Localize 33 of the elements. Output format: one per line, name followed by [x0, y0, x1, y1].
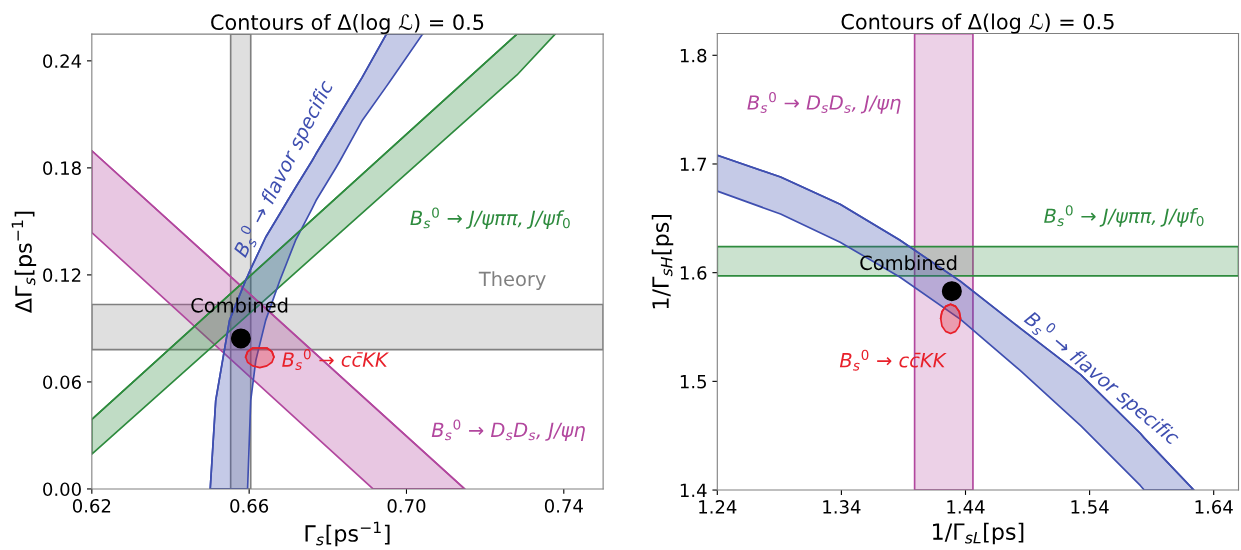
y-tick-label: 1.5 [680, 375, 706, 389]
text: B$_{s}$$^{0}$ → J/ψππ, J/ψf$_{0}$ [410, 207, 570, 230]
x-tick-label: 1.44 [947, 500, 985, 514]
series-label: B$_{s}$$^{0}$ → D$_{s}$D$_{s}$, J/ψη [431, 419, 585, 441]
y-axis-title: 1/Γ$_{sH}$[ps] [651, 214, 674, 309]
x-tick-label: 0.66 [230, 498, 269, 513]
band-label: Theory [478, 271, 546, 291]
y-tick-label: 0.18 [43, 161, 81, 175]
x-tick-label: 1.54 [1071, 500, 1109, 514]
y-tick-label: 1.7 [680, 157, 707, 171]
text: B$_{s}$$^{0}$ → flavor specific [229, 77, 338, 260]
x-tick-label: 1.64 [1195, 500, 1233, 514]
x-axis-title: 1/Γ$_{sL}$[ps] [933, 522, 1024, 545]
band-label: B$_{s}$$^{0}$ → J/ψππ, J/ψf$_{0}$ [1044, 205, 1204, 227]
y-tick-label: 1.8 [680, 48, 707, 63]
y-tick-label: 0.00 [43, 482, 81, 497]
series-label: Combined [860, 255, 957, 271]
x-tick-label: 1.24 [699, 500, 737, 514]
y-axis-title: ΔΓ$_{s}$[ps$^{−1}$] [11, 211, 37, 314]
x-tick-label: 1.34 [823, 500, 861, 514]
x-tick-label: 0.62 [72, 498, 111, 513]
x-tick-label: 0.70 [387, 498, 426, 513]
y-tick-label: 0.12 [43, 268, 81, 283]
band-label: B$_{s}$$^{0}$ → D$_{s}$D$_{s}$, J/ψη [747, 92, 901, 114]
chart-title: Contours of Δ(log ℒ) = 0.5 [841, 13, 1114, 34]
text: B$_{s}$$^{0}$ → flavor specific [1021, 307, 1184, 449]
y-tick-label: 0.24 [43, 54, 82, 68]
y-tick-label: 1.4 [680, 483, 707, 497]
y-tick-label: 1.6 [680, 266, 707, 280]
x-tick-label: 0.74 [544, 498, 583, 513]
y-tick-label: 0.06 [43, 375, 81, 390]
chart-title: Contours of Δ(log ℒ) = 0.5 [211, 13, 484, 35]
x-axis-title: Γ$_{s}$[ps$^{−1}$] [305, 521, 390, 547]
